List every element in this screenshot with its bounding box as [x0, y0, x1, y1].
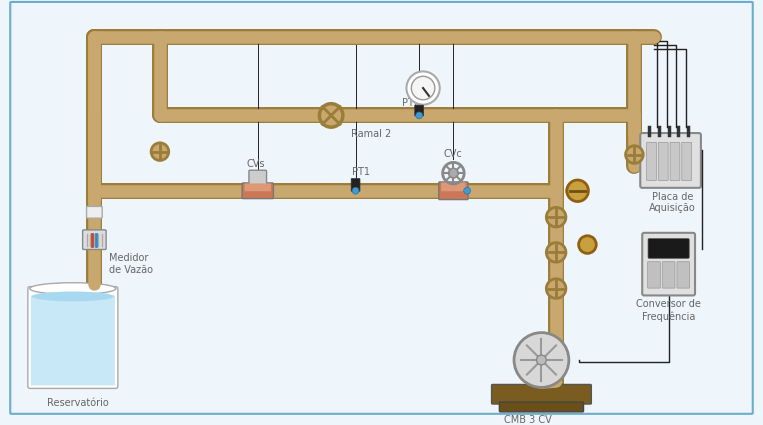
Circle shape: [464, 187, 471, 194]
Text: CVc: CVc: [443, 150, 462, 159]
FancyBboxPatch shape: [648, 262, 660, 288]
FancyBboxPatch shape: [10, 2, 753, 414]
Circle shape: [546, 279, 566, 298]
FancyBboxPatch shape: [439, 182, 468, 200]
FancyBboxPatch shape: [499, 402, 584, 412]
Text: CVs: CVs: [246, 159, 265, 169]
Ellipse shape: [30, 283, 116, 295]
Circle shape: [407, 71, 439, 105]
Circle shape: [411, 76, 435, 100]
Circle shape: [546, 243, 566, 262]
FancyBboxPatch shape: [31, 295, 115, 385]
FancyBboxPatch shape: [244, 184, 271, 191]
FancyBboxPatch shape: [82, 230, 106, 249]
FancyBboxPatch shape: [662, 262, 675, 288]
Circle shape: [514, 333, 569, 388]
FancyBboxPatch shape: [682, 142, 691, 181]
FancyBboxPatch shape: [677, 262, 690, 288]
FancyBboxPatch shape: [441, 182, 465, 191]
Circle shape: [567, 180, 588, 201]
FancyBboxPatch shape: [242, 183, 273, 198]
Circle shape: [151, 143, 169, 161]
Circle shape: [546, 207, 566, 227]
FancyBboxPatch shape: [28, 286, 118, 388]
Circle shape: [536, 355, 546, 365]
FancyBboxPatch shape: [351, 178, 360, 191]
Text: Reservatório: Reservatório: [47, 398, 108, 408]
Circle shape: [626, 146, 643, 163]
Ellipse shape: [32, 292, 114, 301]
Circle shape: [353, 187, 359, 194]
FancyBboxPatch shape: [86, 207, 102, 218]
FancyBboxPatch shape: [491, 385, 591, 404]
FancyBboxPatch shape: [658, 142, 668, 181]
FancyBboxPatch shape: [648, 239, 689, 258]
Circle shape: [578, 236, 596, 253]
FancyBboxPatch shape: [249, 170, 266, 185]
Text: Conversor de
Frequência: Conversor de Frequência: [636, 299, 701, 322]
FancyBboxPatch shape: [646, 142, 656, 181]
FancyBboxPatch shape: [670, 142, 680, 181]
Circle shape: [449, 168, 459, 178]
FancyBboxPatch shape: [415, 105, 423, 116]
Text: CMB 3 CV: CMB 3 CV: [504, 415, 552, 425]
Circle shape: [567, 182, 584, 200]
Text: PT1: PT1: [352, 167, 369, 177]
Text: Medidor
de Vazão: Medidor de Vazão: [109, 253, 153, 275]
Circle shape: [416, 112, 423, 119]
Circle shape: [320, 104, 343, 127]
Text: Placa de
Aquisição: Placa de Aquisição: [649, 192, 696, 213]
FancyBboxPatch shape: [642, 233, 695, 295]
FancyBboxPatch shape: [640, 133, 701, 188]
Text: Ramal 2: Ramal 2: [351, 129, 391, 139]
Text: PT2: PT2: [401, 98, 420, 108]
